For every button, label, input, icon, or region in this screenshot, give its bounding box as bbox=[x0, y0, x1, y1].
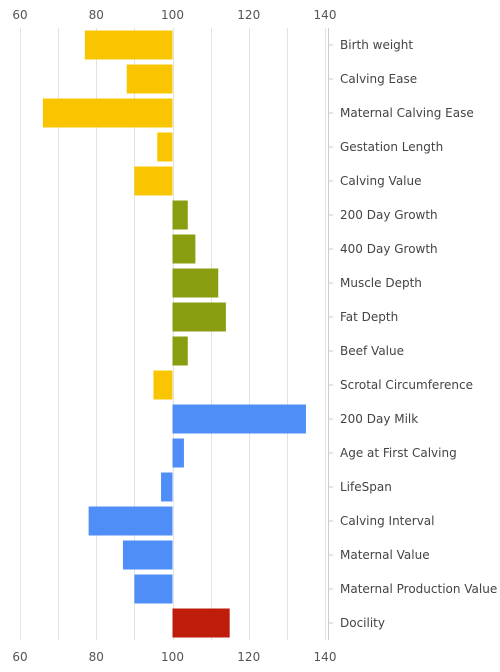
gridlines bbox=[20, 28, 326, 640]
bar-age-at-first-calving bbox=[172, 438, 184, 468]
category-label: Calving Value bbox=[340, 174, 422, 188]
bottom-tick-label: 120 bbox=[237, 650, 260, 664]
bar-fat-depth bbox=[172, 302, 226, 332]
category-label: Calving Interval bbox=[340, 514, 435, 528]
bar-docility bbox=[172, 608, 230, 638]
bar-birth-weight bbox=[84, 30, 173, 60]
category-label: LifeSpan bbox=[340, 480, 392, 494]
bottom-tick-label: 140 bbox=[314, 650, 337, 664]
bar-maternal-value bbox=[122, 540, 173, 570]
category-label: Muscle Depth bbox=[340, 276, 422, 290]
bar-400-day-growth bbox=[172, 234, 196, 264]
category-label: 200 Day Milk bbox=[340, 412, 418, 426]
category-label: Maternal Calving Ease bbox=[340, 106, 474, 120]
bar-muscle-depth bbox=[172, 268, 219, 298]
bottom-tick-label: 80 bbox=[89, 650, 104, 664]
bar-lifespan bbox=[161, 472, 173, 502]
bottom-tick-label: 100 bbox=[161, 650, 184, 664]
category-label: 200 Day Growth bbox=[340, 208, 438, 222]
bar-scrotal-circumference bbox=[153, 370, 173, 400]
bottom-axis-tick-labels: 60 80 100 120 140 bbox=[12, 650, 336, 664]
top-tick-label: 100 bbox=[161, 8, 184, 22]
bar-maternal-production-value bbox=[134, 574, 173, 604]
bar-gestation-length bbox=[157, 132, 173, 162]
bar-200-day-growth bbox=[172, 200, 188, 230]
category-label: Maternal Value bbox=[340, 548, 430, 562]
category-label: Gestation Length bbox=[340, 140, 443, 154]
top-tick-label: 120 bbox=[237, 8, 260, 22]
top-tick-label: 60 bbox=[12, 8, 27, 22]
category-label: 400 Day Growth bbox=[340, 242, 438, 256]
top-tick-label: 140 bbox=[314, 8, 337, 22]
bar-calving-interval bbox=[88, 506, 173, 536]
category-label: Birth weight bbox=[340, 38, 413, 52]
category-label: Maternal Production Value bbox=[340, 582, 497, 596]
category-label: Docility bbox=[340, 616, 385, 630]
bar-calving-ease bbox=[126, 64, 173, 94]
category-label: Beef Value bbox=[340, 344, 404, 358]
top-tick-label: 80 bbox=[89, 8, 104, 22]
bottom-tick-label: 60 bbox=[12, 650, 27, 664]
category-label: Scrotal Circumference bbox=[340, 378, 473, 392]
category-label: Age at First Calving bbox=[340, 446, 457, 460]
category-label: Calving Ease bbox=[340, 72, 417, 86]
top-axis-tick-labels: 60 80 100 120 140 bbox=[12, 8, 336, 22]
bars bbox=[42, 30, 306, 638]
bar-200-day-milk bbox=[172, 404, 306, 434]
category-label: Fat Depth bbox=[340, 310, 398, 324]
bar-beef-value bbox=[172, 336, 188, 366]
category-labels: Birth weight Calving Ease Maternal Calving… bbox=[328, 38, 497, 630]
bar-maternal-calving-ease bbox=[42, 98, 173, 128]
bar-calving-value bbox=[134, 166, 173, 196]
